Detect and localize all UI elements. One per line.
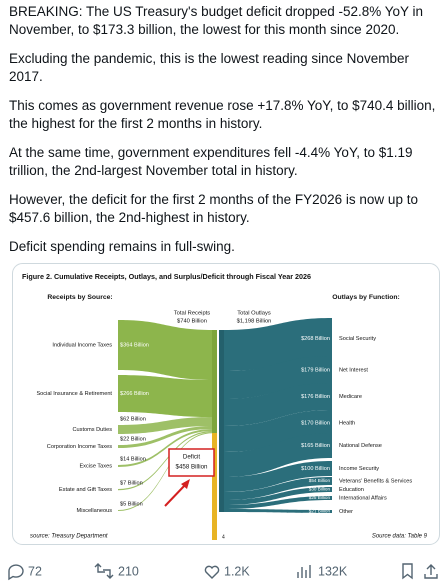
receipt-value: $266 Billion [120,391,149,397]
receipt-flow [118,432,213,511]
receipt-value: $364 Billion [120,342,149,348]
action-icons [8,563,438,581]
outlay-label: Net Interest [339,367,368,373]
receipt-value: $14 Billion [120,456,146,462]
outlay-flow [224,356,332,399]
outlay-label: Other [339,509,353,515]
figure-source-data: Source data: Table 9 [372,534,428,540]
repost-count: 210 [118,564,139,578]
outlay-value: $179 Billion [301,367,330,373]
outlay-flow [224,477,332,500]
outlay-value: $25 Billion [309,495,331,500]
reply-icon[interactable] [8,564,24,581]
outlay-label: International Affairs [339,495,387,501]
post-text: BREAKING: The US Treasury's budget defic… [9,3,441,267]
outlay-value: $21 Billion [309,509,331,514]
receipt-flow [118,429,213,467]
receipt-label: Estate and Gift Taxes [59,487,112,493]
post-paragraph: Deficit spending remains in full-swing. [9,239,235,254]
receipt-value: $7 Billion [120,480,143,486]
post-paragraph: At the same time, government expenditure… [9,145,413,178]
outlay-value: $176 Billion [301,394,330,400]
outlay-value: $100 Billion [301,466,330,472]
outlay-flow [224,461,332,492]
outlays-bar [219,330,224,512]
receipt-value: $62 Billion [120,416,146,422]
receipt-label: Excise Taxes [79,463,112,469]
reply-count: 72 [28,564,42,578]
outlay-value: $54 Billion [309,478,331,483]
like-count: 1.2K [224,564,250,578]
outlays-header: Outlays by Function: [332,294,400,301]
outlay-label: Income Security [339,466,379,472]
outlay-value: $165 Billion [301,443,330,449]
outlay-value: $30 Billion [309,487,331,492]
arrow [164,483,187,507]
figure-title: Figure 2. Cumulative Receipts, Outlays, … [22,272,311,281]
outlay-label: Social Security [339,336,376,342]
post-paragraph: However, the deficit for the first 2 mon… [9,192,418,225]
outlay-flow [224,496,332,509]
outlay-value: $268 Billion [301,336,330,342]
outlay-flow [224,509,332,513]
arrow-head [181,479,190,489]
outlay-value: $170 Billion [301,420,330,426]
outlay-flow [224,410,332,452]
post-paragraph: This comes as government revenue rose +1… [9,98,436,131]
bookmark-icon[interactable] [402,563,413,580]
receipt-flow [118,431,213,491]
receipt-flow [118,320,213,380]
outlay-label: Education [339,487,364,493]
receipt-flow [118,375,213,417]
like-icon[interactable] [204,565,220,579]
receipt-flow [118,426,213,448]
outlay-flow [224,433,332,477]
figure-page: 4 [222,534,225,540]
total-outlays-value: $1,198 Billion [237,319,272,325]
outlay-flow [224,383,332,426]
share-icon[interactable] [424,564,438,579]
receipt-label: Corporation Income Taxes [47,444,112,450]
receipt-value: $22 Billion [120,436,146,442]
receipt-label: Social Insurance & Retirement [36,391,112,397]
total-outlays-label: Total Outlays [237,311,271,317]
view-count: 132K [318,564,348,578]
deficit-label: Deficit [183,454,200,461]
receipt-flow [118,417,213,434]
outlay-label: National Defense [339,443,382,449]
outlay-label: Health [339,420,355,426]
total-receipts-value: $740 Billion [177,319,207,325]
outlay-label: Medicare [339,394,362,400]
receipt-value: $5 Billion [120,501,143,507]
deficit-value: $458 Billion [176,464,209,471]
figure-source: source: Treasury Department [30,534,108,540]
repost-icon[interactable] [94,563,114,579]
receipt-label: Customs Duties [73,427,113,433]
receipts-header: Receipts by Source: [47,294,112,301]
total-receipts-label: Total Receipts [174,311,211,317]
deficit-box [168,448,215,477]
receipt-label: Individual Income Taxes [52,342,112,348]
views-icon[interactable] [297,565,311,578]
receipts-bar [212,330,217,434]
post-paragraph: Excluding the pandemic, this is the lowe… [9,51,409,84]
post-paragraph: BREAKING: The US Treasury's budget defic… [9,4,424,37]
outlay-flow [224,487,332,505]
deficit-bar [212,433,217,540]
outlay-label: Veterans' Benefits & Services [339,478,412,484]
receipt-label: Miscellaneous [77,508,113,514]
